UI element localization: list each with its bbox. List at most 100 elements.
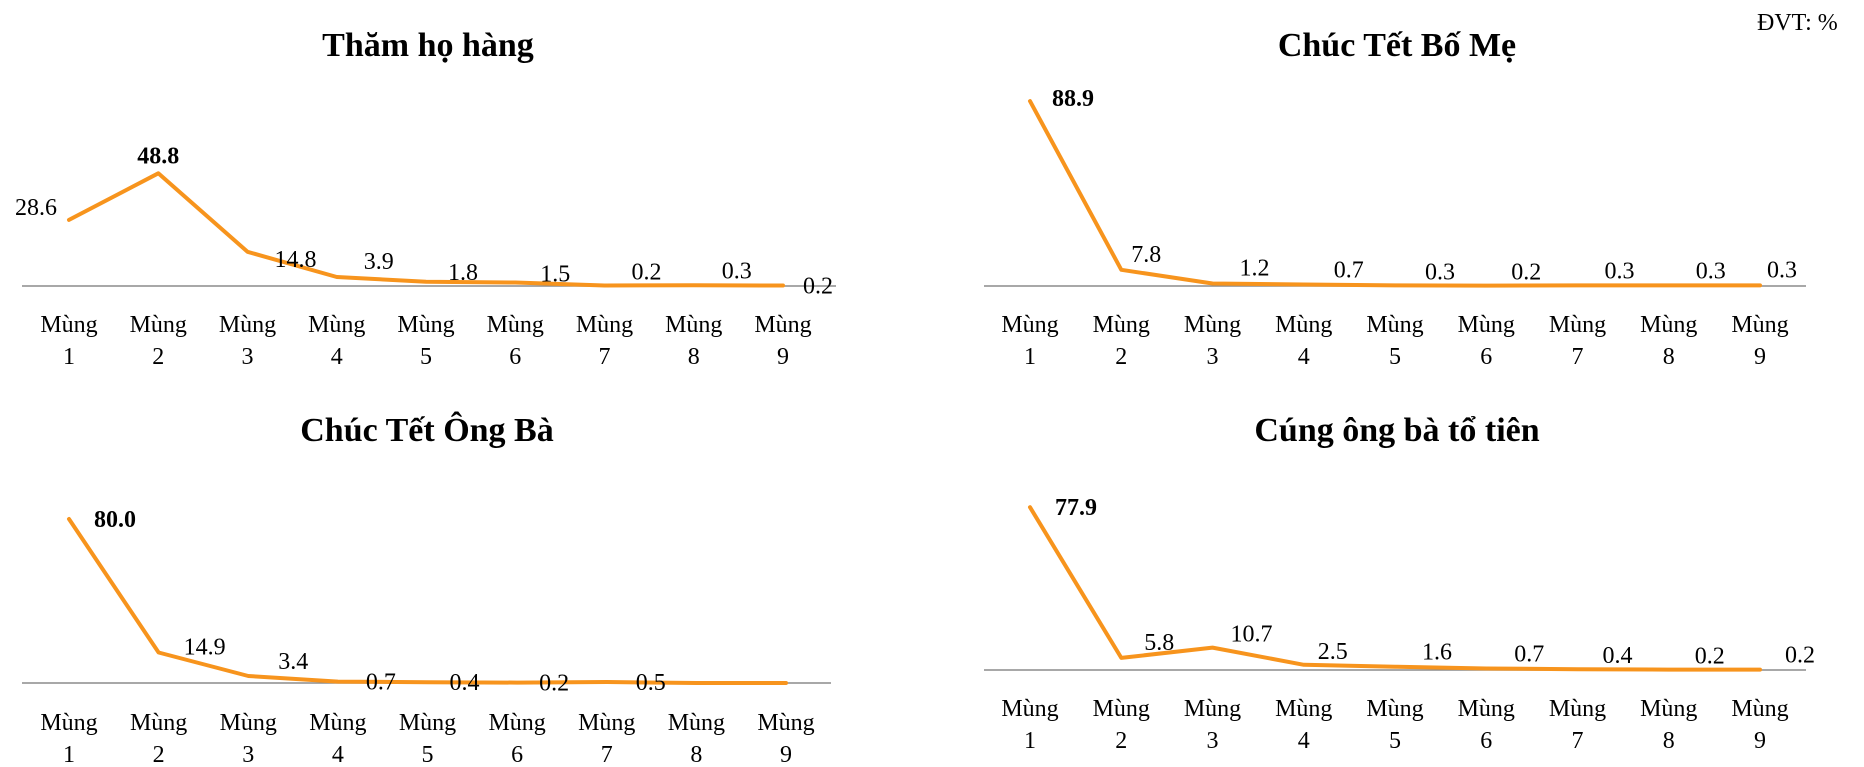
x-tick-label: 6 (1480, 728, 1492, 754)
x-tick-label: Mùng (1001, 312, 1058, 338)
data-label: 0.7 (1334, 258, 1364, 284)
x-tick-label: 4 (1298, 728, 1310, 754)
x-tick-label: Mùng (1731, 696, 1788, 722)
x-tick-label: 8 (1663, 344, 1675, 370)
x-tick-label: 2 (152, 344, 164, 370)
x-tick-label: Mùng (399, 710, 456, 736)
x-tick-label: 1 (1024, 728, 1036, 754)
unit-label: ĐVT: % (1757, 10, 1838, 36)
data-label: 3.9 (364, 249, 394, 275)
x-tick-label: Mùng (1366, 312, 1423, 338)
x-tick-label: 3 (1207, 728, 1219, 754)
data-label: 77.9 (1055, 495, 1097, 521)
x-tick-label: Mùng (487, 312, 544, 338)
x-tick-label: Mùng (1549, 696, 1606, 722)
x-tick-label: Mùng (665, 312, 722, 338)
x-tick-label: 4 (332, 742, 344, 767)
x-tick-label: Mùng (1366, 696, 1423, 722)
x-tick-label: 8 (690, 742, 702, 767)
x-tick-label: 5 (1389, 728, 1401, 754)
x-tick-label: 6 (1480, 344, 1492, 370)
data-label: 48.8 (137, 143, 179, 169)
x-tick-label: Mùng (757, 710, 814, 736)
x-tick-label: Mùng (220, 710, 277, 736)
x-tick-label: Mùng (1549, 312, 1606, 338)
x-tick-label: Mùng (130, 710, 187, 736)
x-tick-label: 2 (1115, 728, 1127, 754)
data-label: 0.5 (636, 670, 666, 696)
x-tick-label: Mùng (40, 710, 97, 736)
x-tick-label: Mùng (1184, 312, 1241, 338)
data-label: 1.8 (448, 260, 478, 286)
data-label: 0.3 (1605, 258, 1635, 284)
data-label: 10.7 (1231, 622, 1273, 648)
data-label: 0.4 (450, 670, 480, 696)
x-tick-label: Mùng (1731, 312, 1788, 338)
x-tick-label: 3 (1207, 344, 1219, 370)
x-tick-label: 5 (422, 742, 434, 767)
x-tick-label: Mùng (754, 312, 811, 338)
x-tick-label: 8 (688, 344, 700, 370)
data-label: 0.7 (366, 670, 396, 696)
x-tick-label: Mùng (488, 710, 545, 736)
series-line (67, 517, 788, 685)
data-label: 0.2 (1511, 260, 1541, 286)
data-label: 14.9 (184, 634, 226, 660)
x-tick-label: 4 (1298, 344, 1310, 370)
x-tick-label: 5 (420, 344, 432, 370)
series-line (67, 171, 785, 288)
x-tick-label: 6 (511, 742, 523, 767)
x-tick-label: Mùng (1275, 312, 1332, 338)
x-tick-label: 1 (1024, 344, 1036, 370)
x-tick-label: Mùng (130, 312, 187, 338)
x-tick-label: Mùng (578, 710, 635, 736)
data-label: 28.6 (15, 195, 57, 221)
data-label: 88.9 (1052, 86, 1094, 112)
chart-title: Thăm họ hàng (322, 27, 534, 64)
x-tick-label: Mùng (1640, 696, 1697, 722)
chart-title: Cúng ông bà tổ tiên (1254, 412, 1539, 449)
x-tick-label: 2 (1115, 344, 1127, 370)
x-tick-label: Mùng (309, 710, 366, 736)
data-label: 0.4 (1603, 643, 1633, 669)
data-label: 1.2 (1240, 256, 1270, 282)
x-tick-label: Mùng (1458, 696, 1515, 722)
x-tick-label: Mùng (576, 312, 633, 338)
x-tick-label: Mùng (40, 312, 97, 338)
data-label: 0.3 (1425, 259, 1455, 285)
x-tick-label: Mùng (1093, 696, 1150, 722)
data-label: 0.3 (1767, 257, 1797, 283)
data-label: 1.6 (1422, 640, 1452, 666)
chart-title: Chúc Tết Bố Mẹ (1278, 27, 1516, 64)
x-tick-label: Mùng (219, 312, 276, 338)
x-tick-label: 9 (780, 742, 792, 767)
x-tick-label: 9 (777, 344, 789, 370)
x-tick-label: Mùng (1093, 312, 1150, 338)
x-tick-label: 5 (1389, 344, 1401, 370)
x-tick-label: Mùng (397, 312, 454, 338)
x-tick-label: Mùng (1640, 312, 1697, 338)
x-tick-label: 7 (599, 344, 611, 370)
data-label: 1.5 (540, 262, 570, 288)
data-label: 7.8 (1131, 242, 1161, 268)
x-tick-label: 7 (1572, 728, 1584, 754)
chart-title: Chúc Tết Ông Bà (300, 411, 553, 449)
x-tick-label: 7 (1572, 344, 1584, 370)
data-label: 0.2 (803, 274, 833, 300)
x-tick-label: 1 (63, 742, 75, 767)
x-tick-label: Mùng (1184, 696, 1241, 722)
x-tick-label: 7 (601, 742, 613, 767)
x-tick-label: Mùng (1275, 696, 1332, 722)
x-tick-label: Mùng (668, 710, 725, 736)
data-label: 80.0 (94, 507, 136, 533)
data-label: 0.3 (722, 258, 752, 284)
x-tick-label: Mùng (308, 312, 365, 338)
x-tick-label: 8 (1663, 728, 1675, 754)
x-tick-label: 1 (63, 344, 75, 370)
data-label: 0.2 (539, 671, 569, 697)
series-line (1028, 99, 1762, 288)
x-tick-label: Mùng (1458, 312, 1515, 338)
x-tick-label: 2 (153, 742, 165, 767)
data-label: 0.7 (1514, 642, 1544, 668)
